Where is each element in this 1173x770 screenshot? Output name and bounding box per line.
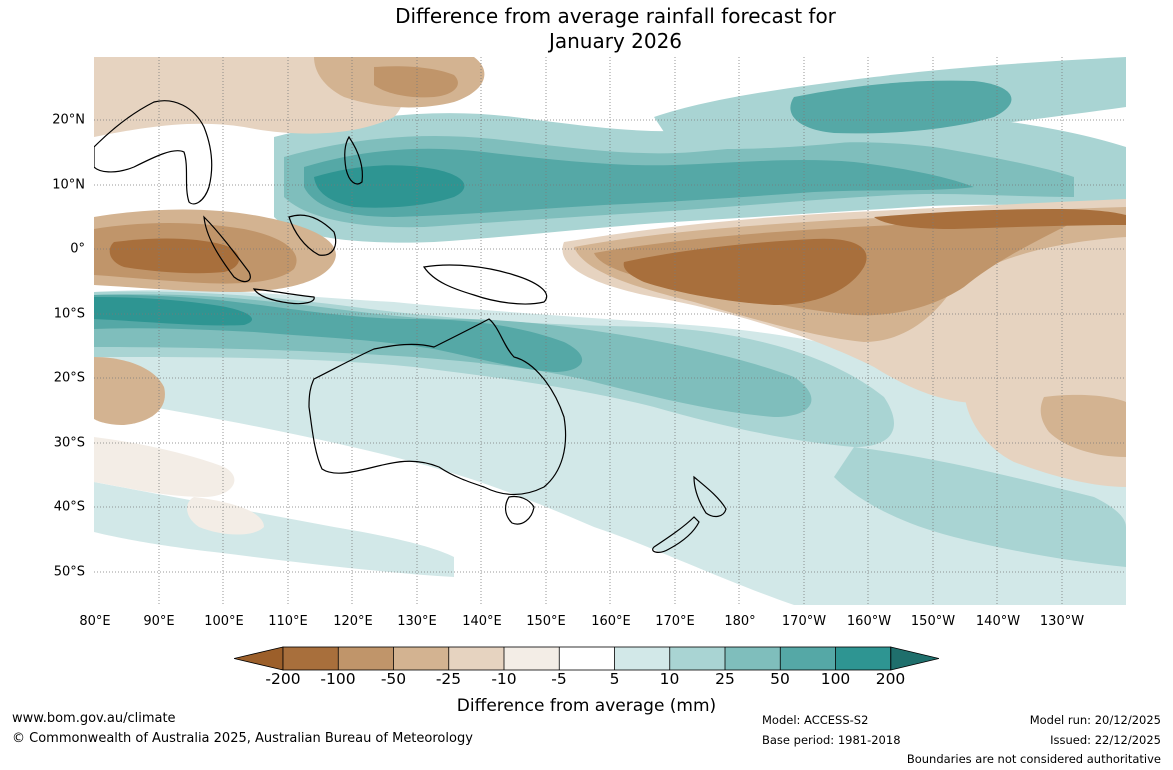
- philippines-outline: [344, 135, 364, 185]
- borneo-outline: [288, 214, 337, 256]
- lon-label-130w: 130°W: [1039, 614, 1085, 629]
- lon-label-140w: 140°W: [975, 614, 1021, 629]
- colorbar-segment-11: [835, 647, 891, 670]
- colorbar: [234, 646, 939, 671]
- lat-label-10n: 10°N: [52, 177, 85, 193]
- colorbar-segment-7: [614, 647, 670, 670]
- footer-copyright: © Commonwealth of Australia 2025, Austra…: [12, 731, 473, 746]
- java-outline: [252, 288, 315, 305]
- colorbar-tick-1: -100: [320, 670, 356, 688]
- new-zealand-south-outline: [652, 516, 700, 553]
- southeast-asia-outline: [94, 100, 213, 205]
- lon-label-140e: 140°E: [462, 614, 502, 629]
- sumatra-outline: [203, 215, 251, 283]
- footer-base-period: Base period: 1981-2018: [762, 733, 901, 747]
- dry-anomaly-layer: [94, 57, 1126, 535]
- colorbar-tick-0: -200: [265, 670, 301, 688]
- colorbar-tick-10: 100: [820, 670, 851, 688]
- rainfall-map: [94, 57, 1126, 605]
- map-title: Difference from average rainfall forecas…: [0, 4, 1173, 54]
- lon-label-170e: 170°E: [655, 614, 695, 629]
- footer-url: www.bom.gov.au/climate: [12, 711, 176, 726]
- colorbar-segment-3: [393, 647, 449, 670]
- lon-label-90e: 90°E: [143, 614, 175, 629]
- title-line-2: January 2026: [548, 29, 683, 53]
- lon-label-110e: 110°E: [268, 614, 308, 629]
- colorbar-segment-8: [669, 647, 725, 670]
- lat-label-40s: 40°S: [53, 499, 85, 515]
- colorbar-tick-9: 50: [770, 670, 790, 688]
- new-zealand-north-outline: [693, 475, 727, 518]
- lon-label-80e: 80°E: [79, 614, 111, 629]
- colorbar-segment-12: [890, 646, 939, 671]
- lon-label-130e: 130°E: [397, 614, 437, 629]
- colorbar-segment-0: [234, 646, 284, 671]
- lon-label-170w: 170°W: [781, 614, 827, 629]
- lon-label-180: 180°: [724, 614, 756, 629]
- lon-label-100e: 100°E: [204, 614, 244, 629]
- lat-label-20s: 20°S: [53, 370, 85, 386]
- lat-label-50s: 50°S: [53, 564, 85, 580]
- footer-disclaimer: Boundaries are not considered authoritat…: [906, 752, 1161, 766]
- colorbar-segment-5: [504, 647, 560, 670]
- new-guinea-outline: [422, 264, 548, 305]
- graticule: [94, 57, 1126, 605]
- colorbar-tick-11: 200: [875, 670, 906, 688]
- footer-issued: Issued: 22/12/2025: [1050, 733, 1161, 747]
- title-line-1: Difference from average rainfall forecas…: [395, 4, 836, 28]
- colorbar-tick-8: 25: [715, 670, 735, 688]
- colorbar-label: Difference from average (mm): [456, 696, 717, 716]
- coastlines: [94, 100, 727, 553]
- colorbar-tick-6: 5: [609, 670, 620, 688]
- colorbar-tick-2: -50: [380, 670, 407, 688]
- colorbar-tick-4: -10: [491, 670, 517, 688]
- lat-label-0: 0°: [70, 241, 85, 257]
- lat-label-30s: 30°S: [53, 435, 85, 451]
- lon-label-150e: 150°E: [526, 614, 566, 629]
- colorbar-tick-5: -5: [551, 670, 567, 688]
- colorbar-segment-9: [725, 647, 781, 670]
- footer-model: Model: ACCESS-S2: [762, 713, 869, 727]
- colorbar-tick-7: 10: [659, 670, 680, 688]
- lat-label-20n: 20°N: [52, 112, 85, 128]
- australia-outline: [308, 318, 567, 496]
- lon-label-120e: 120°E: [333, 614, 373, 629]
- colorbar-segment-4: [448, 647, 504, 670]
- tasmania-outline: [505, 495, 535, 525]
- colorbar-segment-1: [283, 647, 339, 670]
- footer-model-run: Model run: 20/12/2025: [1029, 713, 1161, 727]
- lon-label-150w: 150°W: [910, 614, 956, 629]
- colorbar-segment-10: [780, 647, 836, 670]
- colorbar-tick-3: -25: [435, 670, 462, 688]
- colorbar-segment-6: [559, 647, 615, 670]
- lon-label-160e: 160°E: [591, 614, 631, 629]
- colorbar-segment-2: [338, 647, 394, 670]
- lon-label-160w: 160°W: [846, 614, 892, 629]
- lat-label-10s: 10°S: [53, 306, 85, 322]
